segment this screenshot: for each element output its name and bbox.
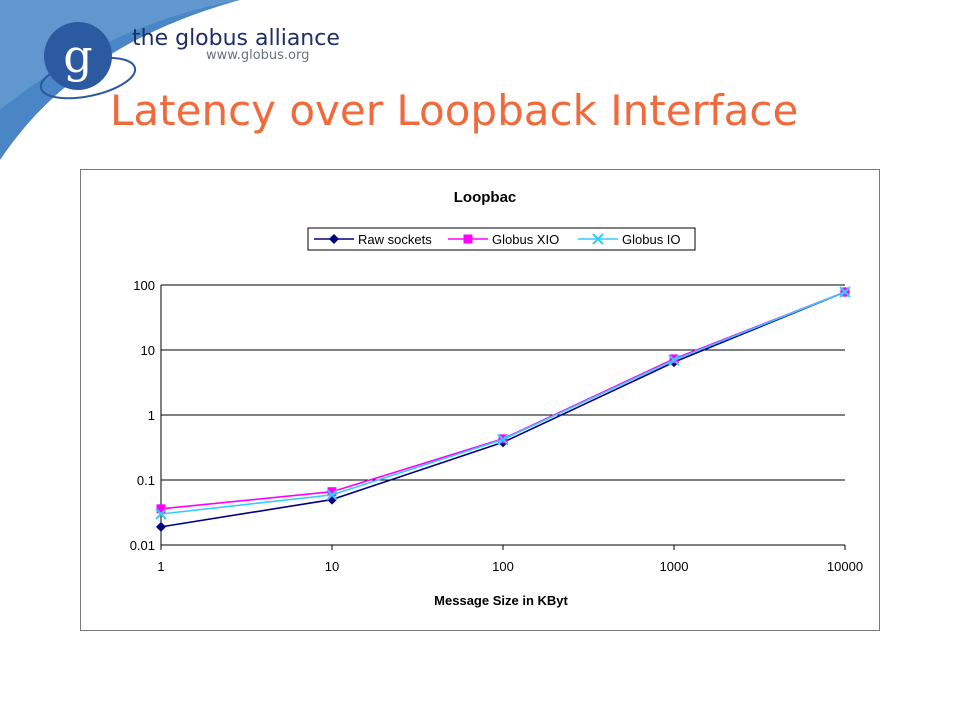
x-tick-label: 1000 — [660, 559, 689, 574]
y-tick-label: 10 — [141, 343, 155, 358]
legend-label-globus-xio: Globus XIO — [492, 232, 559, 247]
globus-logo: g the globus alliance www.globus.org — [36, 20, 340, 110]
legend-marker-globus-io — [592, 233, 604, 245]
latency-chart: Loopbac Raw sockets Globus XIO Globus IO 1… — [130, 189, 863, 608]
x-tick-label: 100 — [492, 559, 514, 574]
logo-mark-letter: g — [63, 29, 92, 83]
x-tick-label: 10 — [325, 559, 339, 574]
x-axis-label: Message Size in KByt — [434, 593, 568, 608]
slide-title: Latency over Loopback Interface — [110, 86, 799, 135]
chart-area: Loopbac Raw sockets Globus XIO Globus IO 1… — [80, 169, 880, 631]
legend-label-globus-io: Globus IO — [622, 232, 681, 247]
y-tick-label: 0.01 — [130, 538, 155, 553]
logo-url: www.globus.org — [206, 48, 310, 63]
x-tick-label: 10000 — [827, 559, 863, 574]
y-tick-label: 1 — [148, 408, 155, 423]
x-tick-label: 1 — [157, 559, 164, 574]
globus-g-icon: g — [39, 22, 137, 100]
legend-box — [307, 227, 696, 251]
data-point-globus-xio — [327, 487, 337, 497]
data-point-raw-sockets — [156, 521, 166, 532]
data-point-globus-xio — [156, 504, 166, 514]
y-tick-label: 0.1 — [137, 473, 155, 488]
data-point-globus-io — [668, 354, 680, 366]
legend-label-raw-sockets: Raw sockets — [358, 232, 432, 247]
data-point-globus-io — [155, 508, 167, 520]
chart-series — [155, 286, 851, 532]
data-point-globus-io — [326, 489, 338, 501]
legend-marker-globus-xio — [463, 234, 473, 244]
logo-name: the globus alliance — [132, 26, 340, 51]
chart-axes — [160, 285, 846, 550]
data-point-globus-io — [839, 286, 851, 298]
chart-title: Loopbac — [454, 189, 517, 206]
legend-marker-raw-sockets — [329, 234, 339, 244]
y-tick-label: 100 — [133, 278, 155, 293]
data-point-globus-io — [497, 433, 509, 446]
chart-legend: Raw sockets Globus XIO Globus IO — [307, 227, 696, 251]
